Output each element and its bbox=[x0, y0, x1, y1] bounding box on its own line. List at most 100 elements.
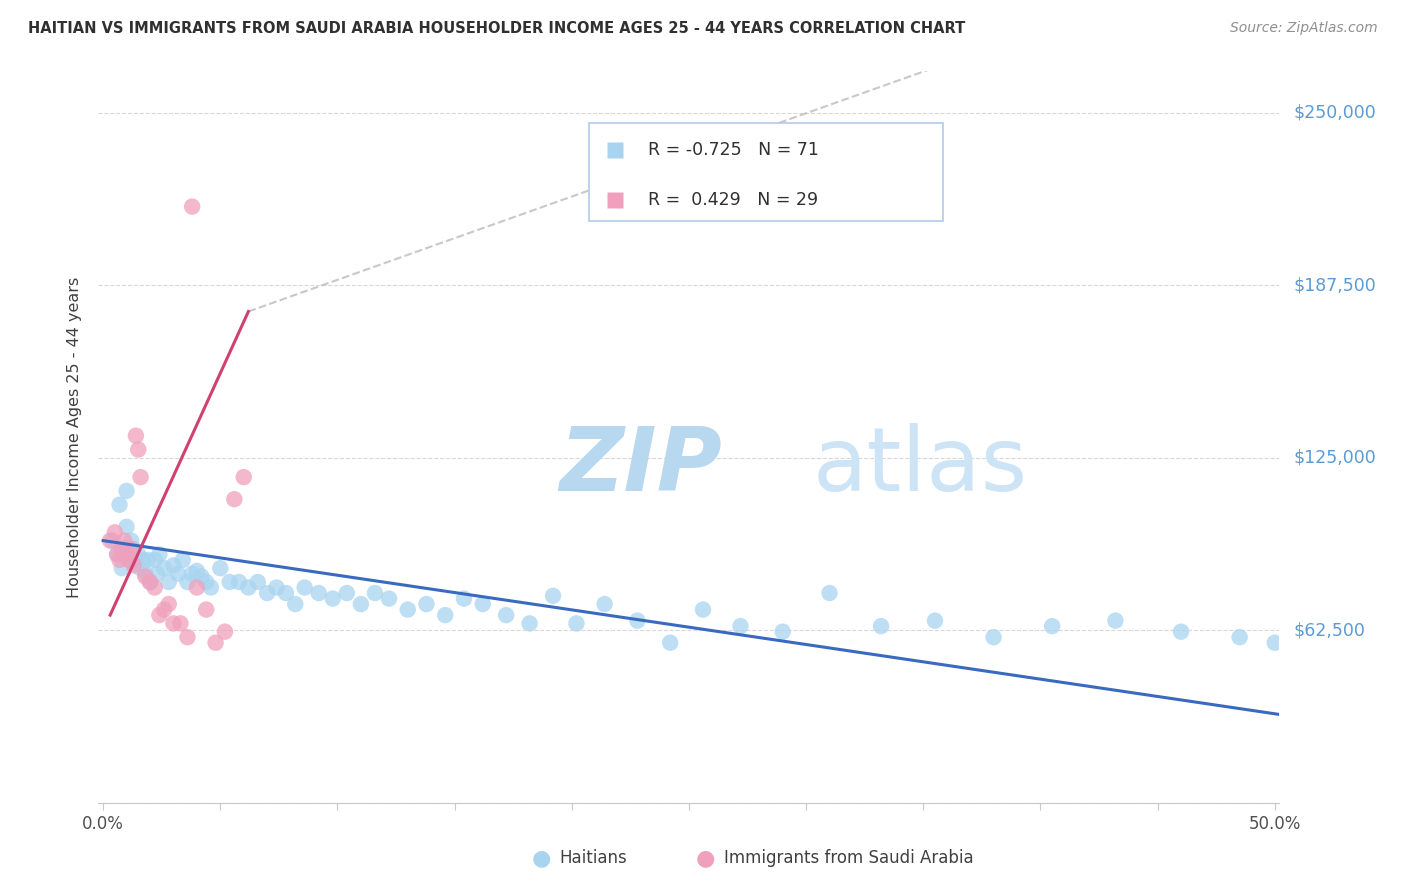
Text: $62,500: $62,500 bbox=[1294, 622, 1365, 640]
Point bbox=[105, 548, 128, 562]
Text: $250,000: $250,000 bbox=[1294, 103, 1376, 122]
Point bbox=[98, 533, 121, 548]
Point bbox=[1040, 619, 1063, 633]
Point bbox=[983, 630, 1005, 644]
Point bbox=[336, 586, 359, 600]
Point bbox=[246, 574, 269, 589]
Point bbox=[112, 541, 135, 556]
Point bbox=[111, 561, 134, 575]
Point bbox=[146, 566, 169, 581]
Point bbox=[176, 574, 198, 589]
Point bbox=[294, 581, 316, 595]
Point bbox=[1104, 614, 1126, 628]
Point bbox=[232, 470, 254, 484]
Point bbox=[204, 636, 226, 650]
Point bbox=[519, 616, 541, 631]
Point bbox=[1264, 636, 1286, 650]
Point bbox=[453, 591, 475, 606]
Point bbox=[692, 602, 714, 616]
Point bbox=[181, 566, 204, 581]
Point bbox=[541, 589, 564, 603]
Point bbox=[134, 569, 156, 583]
Point bbox=[565, 616, 588, 631]
Text: R = -0.725   N = 71: R = -0.725 N = 71 bbox=[648, 141, 818, 159]
Point bbox=[195, 574, 218, 589]
Point bbox=[1229, 630, 1251, 644]
Point bbox=[139, 574, 162, 589]
Point bbox=[108, 553, 131, 567]
Point bbox=[924, 614, 946, 628]
Point bbox=[143, 553, 166, 567]
Point bbox=[125, 428, 148, 442]
Point bbox=[162, 558, 184, 573]
Point bbox=[256, 586, 278, 600]
Point bbox=[1170, 624, 1192, 639]
Text: $187,500: $187,500 bbox=[1294, 277, 1376, 294]
Point bbox=[378, 591, 401, 606]
Point bbox=[176, 630, 198, 644]
Point bbox=[200, 581, 222, 595]
Point bbox=[167, 566, 190, 581]
Point bbox=[322, 591, 344, 606]
Point bbox=[125, 553, 148, 567]
Point bbox=[122, 558, 145, 573]
Point bbox=[659, 636, 682, 650]
Point bbox=[162, 616, 184, 631]
Point bbox=[139, 574, 162, 589]
Text: HAITIAN VS IMMIGRANTS FROM SAUDI ARABIA HOUSEHOLDER INCOME AGES 25 - 44 YEARS CO: HAITIAN VS IMMIGRANTS FROM SAUDI ARABIA … bbox=[28, 21, 966, 36]
Text: Source: ZipAtlas.com: Source: ZipAtlas.com bbox=[1230, 21, 1378, 35]
Point bbox=[132, 553, 155, 567]
Text: ZIP: ZIP bbox=[560, 423, 721, 510]
Point bbox=[266, 581, 288, 595]
Point bbox=[396, 602, 419, 616]
Point bbox=[120, 533, 142, 548]
Point bbox=[108, 498, 131, 512]
Point bbox=[153, 602, 176, 616]
Point bbox=[111, 541, 134, 556]
Point bbox=[415, 597, 437, 611]
Point bbox=[350, 597, 373, 611]
Point bbox=[112, 533, 135, 548]
Point bbox=[157, 574, 180, 589]
Point bbox=[129, 470, 152, 484]
Point bbox=[626, 614, 648, 628]
Point bbox=[284, 597, 307, 611]
Point bbox=[593, 597, 616, 611]
Point bbox=[172, 553, 194, 567]
Point bbox=[214, 624, 236, 639]
Point bbox=[120, 541, 142, 556]
Point bbox=[434, 608, 457, 623]
Point bbox=[118, 553, 141, 567]
Point bbox=[195, 602, 218, 616]
Point bbox=[224, 492, 246, 507]
Point bbox=[148, 608, 170, 623]
Point bbox=[101, 533, 124, 548]
Text: Haitians: Haitians bbox=[560, 849, 627, 867]
Point bbox=[730, 619, 752, 633]
Point bbox=[228, 574, 250, 589]
Point bbox=[169, 616, 191, 631]
Point bbox=[308, 586, 330, 600]
Point bbox=[190, 569, 212, 583]
Point bbox=[105, 548, 128, 562]
Point bbox=[274, 586, 297, 600]
Point bbox=[364, 586, 387, 600]
Point bbox=[127, 442, 149, 457]
Point bbox=[186, 564, 208, 578]
FancyBboxPatch shape bbox=[589, 122, 943, 221]
Text: R =  0.429   N = 29: R = 0.429 N = 29 bbox=[648, 191, 818, 209]
Point bbox=[129, 561, 152, 575]
Point bbox=[115, 483, 138, 498]
Point bbox=[471, 597, 494, 611]
Point bbox=[115, 520, 138, 534]
Point bbox=[209, 561, 232, 575]
Point bbox=[186, 581, 208, 595]
Point bbox=[870, 619, 893, 633]
Point bbox=[148, 548, 170, 562]
Point bbox=[772, 624, 794, 639]
Point bbox=[238, 581, 260, 595]
Text: $125,000: $125,000 bbox=[1294, 449, 1376, 467]
Point bbox=[122, 541, 145, 556]
Point bbox=[157, 597, 180, 611]
Point bbox=[104, 525, 127, 540]
